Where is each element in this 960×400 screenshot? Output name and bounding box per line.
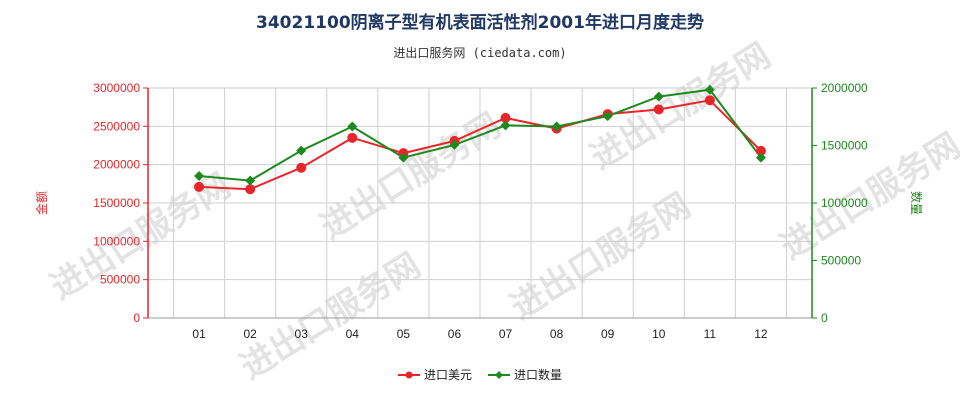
data-point <box>500 120 511 131</box>
left-axis-tick-label: 0 <box>133 311 140 325</box>
watermark-text: 进出口服务网 <box>234 246 428 388</box>
legend-label: 进口数量 <box>514 367 562 382</box>
x-axis-tick-label: 03 <box>295 327 309 341</box>
grid-lines <box>148 87 812 319</box>
x-axis-tick-label: 07 <box>499 327 513 341</box>
left-axis-tick-label: 1500000 <box>93 196 140 210</box>
x-axis-tick-label: 12 <box>754 327 768 341</box>
x-axis-tick-label: 02 <box>243 327 257 341</box>
right-axis-tick-label: 500000 <box>821 254 861 268</box>
data-point <box>704 84 715 95</box>
data-point <box>296 145 307 156</box>
data-point <box>245 175 256 186</box>
left-axis-tick-label: 500000 <box>100 273 140 287</box>
watermark-text: 进出口服务网 <box>314 106 508 248</box>
data-point <box>551 121 562 132</box>
data-point <box>653 91 664 102</box>
series-layer <box>194 84 766 195</box>
data-point <box>194 181 205 192</box>
x-axis-tick-label: 04 <box>346 327 360 341</box>
watermark-text: 进出口服务网 <box>504 186 698 328</box>
right-axis-tick-label: 2000000 <box>821 81 868 95</box>
left-axis-tick-label: 1000000 <box>93 234 140 248</box>
right-axis-tick-label: 1500000 <box>821 139 868 153</box>
data-point <box>398 152 409 163</box>
right-axis: 0 500000 1000000 1500000 2000000 <box>811 81 868 325</box>
data-point <box>449 139 460 150</box>
x-axis-tick-label: 11 <box>704 327 717 341</box>
chart-subtitle: 进出口服务网 (ciedata.com) <box>393 45 566 60</box>
x-axis-tick-label: 05 <box>397 327 411 341</box>
legend: 进口美元 进口数量 <box>398 367 562 382</box>
x-axis: 01 02 03 04 05 06 07 08 09 10 11 12 <box>148 317 812 341</box>
data-point <box>347 132 358 143</box>
right-axis-label: 数量 <box>909 191 924 215</box>
data-point <box>296 162 307 173</box>
data-point <box>245 184 256 195</box>
left-axis-label: 金额 <box>34 191 49 215</box>
x-axis-tick-label: 09 <box>601 327 615 341</box>
data-point <box>347 121 358 132</box>
data-point <box>755 152 766 163</box>
data-point <box>500 112 511 123</box>
chart-title: 34021100阴离子型有机表面活性剂2001年进口月度走势 <box>256 12 704 33</box>
legend-swatch-marker <box>495 371 503 379</box>
x-axis-tick-label: 01 <box>192 327 206 341</box>
data-point <box>755 145 766 156</box>
data-point <box>704 95 715 106</box>
right-axis-tick-label: 0 <box>821 311 828 325</box>
data-point <box>194 170 205 181</box>
watermark-text: 进出口服务网 <box>584 36 778 178</box>
left-axis-tick-label: 2000000 <box>93 158 140 172</box>
left-axis: 0 500000 1000000 1500000 2000000 2500000 30000… <box>93 81 149 325</box>
legend-label: 进口美元 <box>424 368 472 382</box>
series-line <box>198 88 762 182</box>
series-line <box>199 99 762 191</box>
x-axis-tick-label: 08 <box>550 327 564 341</box>
x-axis-tick-label: 06 <box>448 327 462 341</box>
right-axis-tick-label: 1000000 <box>821 196 868 210</box>
left-axis-tick-label: 2500000 <box>93 119 140 133</box>
data-point <box>602 111 613 122</box>
x-axis-tick-label: 10 <box>652 327 666 341</box>
legend-swatch-marker <box>405 371 413 379</box>
left-axis-tick-label: 3000000 <box>93 81 140 95</box>
data-point <box>653 104 664 115</box>
